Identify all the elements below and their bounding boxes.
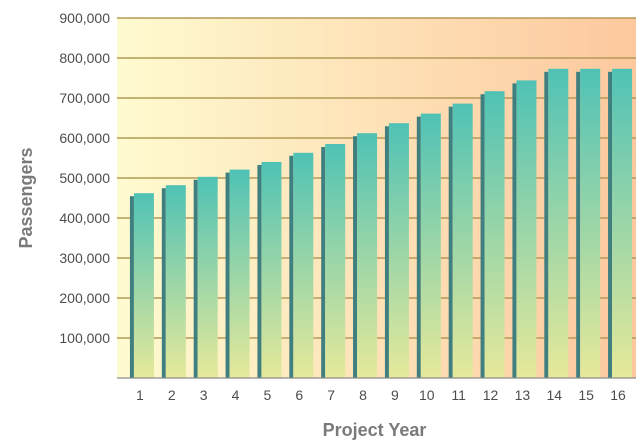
x-tick-label: 3: [200, 387, 208, 403]
y-tick-label: 900,000: [59, 10, 110, 26]
x-tick-labels: 1 2 3 4 5 6 7 8 9 10 11 12 13 14 15 16: [136, 387, 626, 403]
bar: [229, 169, 250, 378]
bar-side: [544, 71, 549, 379]
bar-side: [257, 165, 262, 378]
y-tick-labels: 100,000 200,000 300,000 400,000 500,000 600,0…: [59, 10, 110, 346]
y-tick-label: 100,000: [59, 330, 110, 346]
bar: [516, 80, 537, 379]
bar-side: [129, 196, 134, 378]
bar: [612, 68, 633, 379]
bar-side: [576, 71, 581, 379]
y-tick-label: 500,000: [59, 170, 110, 186]
x-tick-label: 11: [451, 387, 466, 403]
bar: [580, 68, 601, 379]
x-tick-label: 6: [295, 387, 303, 403]
x-tick-label: 7: [327, 387, 335, 403]
y-tick-label: 200,000: [59, 290, 110, 306]
x-tick-label: 8: [359, 387, 367, 403]
bar-side: [480, 94, 485, 378]
bar-side: [225, 172, 230, 378]
bar: [325, 144, 346, 378]
bar-side: [289, 155, 294, 378]
x-tick-label: 16: [610, 387, 626, 403]
bar-side: [512, 83, 517, 379]
x-tick-label: 9: [391, 387, 399, 403]
y-tick-label: 300,000: [59, 250, 110, 266]
bar: [261, 162, 282, 378]
bar-side: [193, 179, 198, 378]
x-tick-label: 13: [515, 387, 531, 403]
x-tick-label: 1: [136, 387, 144, 403]
y-tick-label: 400,000: [59, 210, 110, 226]
bar-side: [448, 106, 453, 378]
bars: [129, 68, 633, 379]
bar-side: [353, 136, 358, 378]
bar: [293, 152, 314, 378]
bar: [133, 193, 154, 378]
bar-side: [384, 126, 389, 378]
x-tick-label: 15: [578, 387, 594, 403]
y-axis-title: Passengers: [16, 147, 36, 248]
bar: [452, 103, 473, 378]
bar: [484, 91, 505, 378]
bar: [388, 123, 409, 378]
y-tick-label: 800,000: [59, 50, 110, 66]
x-tick-label: 5: [264, 387, 272, 403]
x-tick-label: 14: [547, 387, 563, 403]
x-tick-label: 12: [483, 387, 499, 403]
bar-side: [416, 116, 421, 378]
bar: [165, 185, 186, 378]
y-tick-label: 600,000: [59, 130, 110, 146]
bar-side: [161, 188, 166, 378]
x-tick-label: 4: [232, 387, 240, 403]
bar: [548, 68, 569, 379]
bar: [420, 113, 441, 378]
bar-side: [321, 147, 326, 378]
bar-side: [608, 71, 613, 379]
bar: [197, 176, 218, 378]
y-tick-label: 700,000: [59, 90, 110, 106]
x-axis-title: Project Year: [323, 420, 427, 440]
x-tick-label: 2: [168, 387, 176, 403]
x-tick-label: 10: [419, 387, 435, 403]
bar: [357, 133, 378, 378]
